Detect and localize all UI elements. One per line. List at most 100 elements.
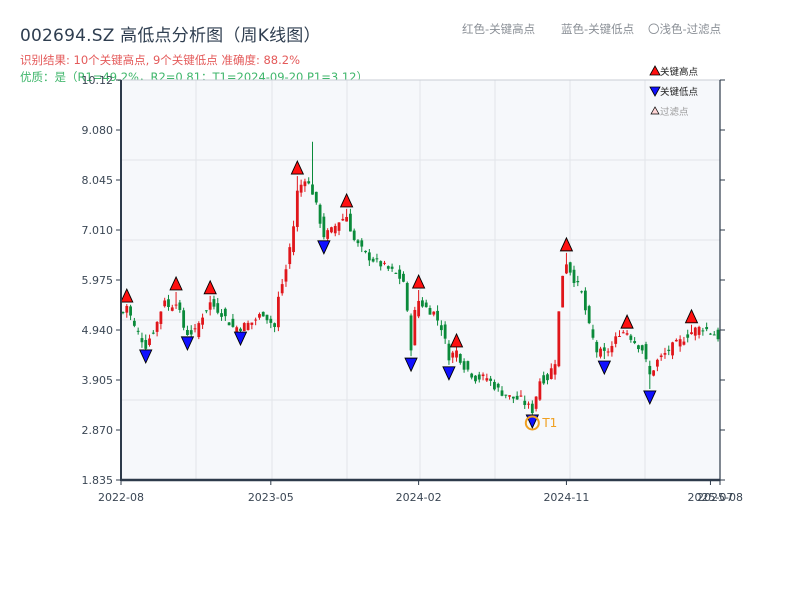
candle-body [474, 375, 477, 382]
x-tick-label: 2022-08 [98, 491, 144, 504]
candle-body [451, 352, 455, 358]
key-high-marker-icon [559, 236, 574, 252]
candle-body [227, 322, 231, 326]
candle-body [121, 312, 125, 314]
candle-body [523, 400, 527, 405]
candle-body [561, 275, 565, 308]
candle-body [637, 345, 640, 350]
chart-legend: 关键高点 关键低点 过滤点 [649, 65, 699, 118]
key-high-marker-icon [120, 287, 134, 303]
candle-body [549, 368, 553, 379]
candle-body [155, 321, 159, 332]
candle-body [421, 300, 424, 307]
candle-body [349, 213, 352, 232]
candle-body [212, 299, 216, 307]
candle-body [455, 350, 458, 358]
candle-body [515, 395, 519, 400]
candle-body [527, 403, 530, 405]
candle-body [383, 262, 386, 264]
candle-body [447, 343, 451, 361]
candle-body [413, 309, 417, 346]
legend-red-high: 红色-关键高点 [462, 22, 536, 36]
candle-body [295, 190, 299, 227]
candle-body [674, 339, 678, 342]
candle-body [326, 230, 330, 239]
candle-body [125, 305, 129, 313]
candle-body [186, 329, 189, 336]
candle-body [546, 374, 549, 381]
candle-body [508, 395, 511, 397]
candle-body [621, 332, 625, 334]
key-high-marker-icon [203, 279, 217, 295]
y-tick-label: 4.940 [82, 324, 114, 337]
candle-body [390, 266, 394, 269]
t1-ring-icon [524, 415, 540, 431]
candle-body [686, 334, 690, 338]
candle-body [500, 390, 504, 396]
candle-body [394, 272, 398, 274]
key-high-marker-icon [290, 160, 305, 175]
x-tick-label: 2024-11 [543, 491, 589, 504]
candle-body [379, 261, 383, 267]
candle-body [189, 330, 193, 335]
axes: 10.12 9.080 8.045 7.010 5.975 4.940 3.905 2.870… [82, 74, 743, 504]
candle-body [466, 361, 470, 370]
candle-body [602, 347, 606, 351]
filtered-marker-icon [650, 106, 660, 115]
candle-body [534, 396, 538, 409]
chart-title: 002694.SZ 高低点分析图（周K线图） [20, 26, 321, 46]
candle-body [697, 326, 701, 335]
key-high-marker-icon [684, 308, 699, 324]
candle-body [337, 222, 341, 231]
candle-body [580, 291, 583, 293]
candle-body [417, 300, 421, 317]
candle-body [174, 304, 178, 306]
low-marker-icon [649, 86, 661, 97]
candle-body [269, 318, 273, 323]
candle-body [148, 338, 151, 346]
candle-body [333, 225, 337, 234]
y-tick-label: 7.010 [82, 224, 114, 237]
candle-body [693, 327, 697, 336]
candle-body [159, 311, 163, 324]
candle-body [299, 184, 303, 193]
candle-body [667, 349, 671, 352]
candle-body [208, 302, 212, 310]
candle-body [587, 306, 591, 324]
candle-body [204, 310, 208, 312]
candle-body [568, 262, 572, 273]
candle-body [318, 204, 322, 224]
key-low-marker-icon [317, 240, 331, 255]
key-low-marker-icon [404, 357, 418, 373]
candle-body [538, 381, 542, 400]
key-low-marker-icon [180, 336, 195, 351]
key-low-marker-icon [139, 349, 153, 364]
candle-body [235, 327, 239, 332]
candle-body [288, 247, 292, 265]
candle-body [655, 359, 659, 367]
candle-body [565, 264, 568, 274]
candle-body [485, 378, 489, 381]
y-tick-label: 8.045 [82, 174, 114, 187]
candle-body [428, 308, 432, 315]
x-tick-label: 2025-07 [687, 491, 733, 504]
x-tick-label: 2023-05 [248, 491, 294, 504]
candle-body [386, 266, 390, 269]
candle-body [690, 332, 693, 335]
key-high-marker-icon [339, 192, 354, 208]
candle-body [519, 395, 523, 397]
candle-body [242, 323, 246, 332]
candle-body [197, 323, 201, 338]
candle-body [216, 303, 220, 313]
candle-body [458, 354, 462, 363]
candle-body [314, 191, 318, 203]
candle-body [716, 329, 720, 340]
t1-label: T1 [541, 416, 557, 430]
gridlines [121, 80, 720, 480]
candle-body [462, 361, 466, 370]
candle-body [356, 240, 360, 244]
candle-body [493, 381, 496, 390]
candle-body [360, 240, 364, 247]
candle-body [405, 282, 409, 311]
candle-body [443, 324, 447, 339]
